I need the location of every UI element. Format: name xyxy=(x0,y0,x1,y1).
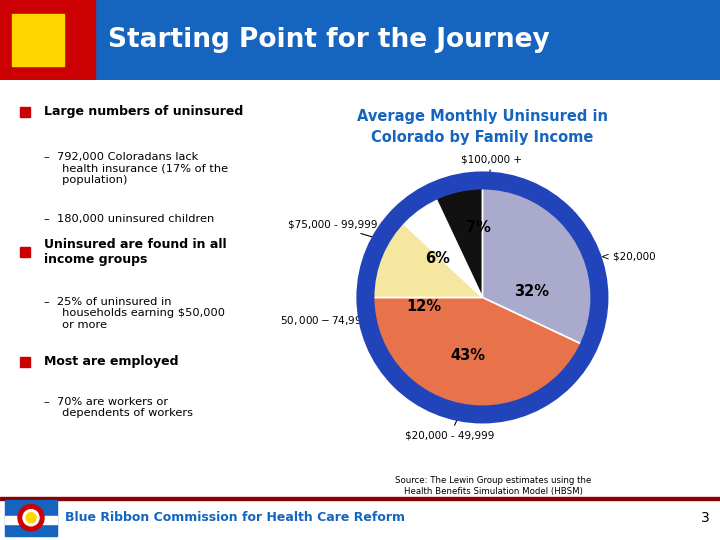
Wedge shape xyxy=(433,180,482,298)
Bar xyxy=(0,497,720,500)
Bar xyxy=(20,107,30,117)
Circle shape xyxy=(26,512,36,523)
Text: $50,000 - $74,999: $50,000 - $74,999 xyxy=(280,314,374,327)
Text: Uninsured are found in all
income groups: Uninsured are found in all income groups xyxy=(44,238,227,266)
Text: $20,000 - 49,999: $20,000 - 49,999 xyxy=(405,414,495,441)
Text: Large numbers of uninsured: Large numbers of uninsured xyxy=(44,105,243,118)
Wedge shape xyxy=(482,180,599,347)
Text: 7%: 7% xyxy=(467,220,491,235)
Bar xyxy=(20,356,30,367)
Circle shape xyxy=(23,510,39,526)
Bar xyxy=(20,247,30,256)
Wedge shape xyxy=(365,298,588,414)
Text: Colorado by Family Income: Colorado by Family Income xyxy=(372,130,593,145)
Text: Blue Ribbon Commission for Health Care Reform: Blue Ribbon Commission for Health Care R… xyxy=(65,511,405,524)
Text: Average Monthly Uninsured in: Average Monthly Uninsured in xyxy=(357,109,608,124)
Text: 43%: 43% xyxy=(451,348,486,363)
Wedge shape xyxy=(365,218,482,298)
Circle shape xyxy=(18,504,44,531)
Bar xyxy=(12,14,64,66)
Text: Most are employed: Most are employed xyxy=(44,355,179,368)
Text: 3: 3 xyxy=(701,511,710,525)
Bar xyxy=(0,0,95,80)
Bar xyxy=(5,500,57,536)
Text: $75,000 - 99,999: $75,000 - 99,999 xyxy=(288,220,384,240)
Text: < $20,000: < $20,000 xyxy=(588,252,656,267)
Text: 6%: 6% xyxy=(426,251,451,266)
Text: –  180,000 uninsured children: – 180,000 uninsured children xyxy=(44,214,215,224)
Text: –  25% of uninsured in
     households earning $50,000
     or more: – 25% of uninsured in households earning… xyxy=(44,296,225,330)
Text: $100,000 +: $100,000 + xyxy=(462,154,522,180)
Text: –  792,000 Coloradans lack
     health insurance (17% of the
     population): – 792,000 Coloradans lack health insuran… xyxy=(44,152,228,185)
Text: Starting Point for the Journey: Starting Point for the Journey xyxy=(108,27,550,53)
Text: –  70% are workers or
     dependents of workers: – 70% are workers or dependents of worke… xyxy=(44,396,193,418)
Text: 32%: 32% xyxy=(514,284,549,299)
Text: 12%: 12% xyxy=(406,299,441,314)
Text: Source: The Lewin Group estimates using the
Health Benefits Simulation Model (HB: Source: The Lewin Group estimates using … xyxy=(395,476,591,496)
Bar xyxy=(5,516,57,524)
Wedge shape xyxy=(397,192,482,298)
